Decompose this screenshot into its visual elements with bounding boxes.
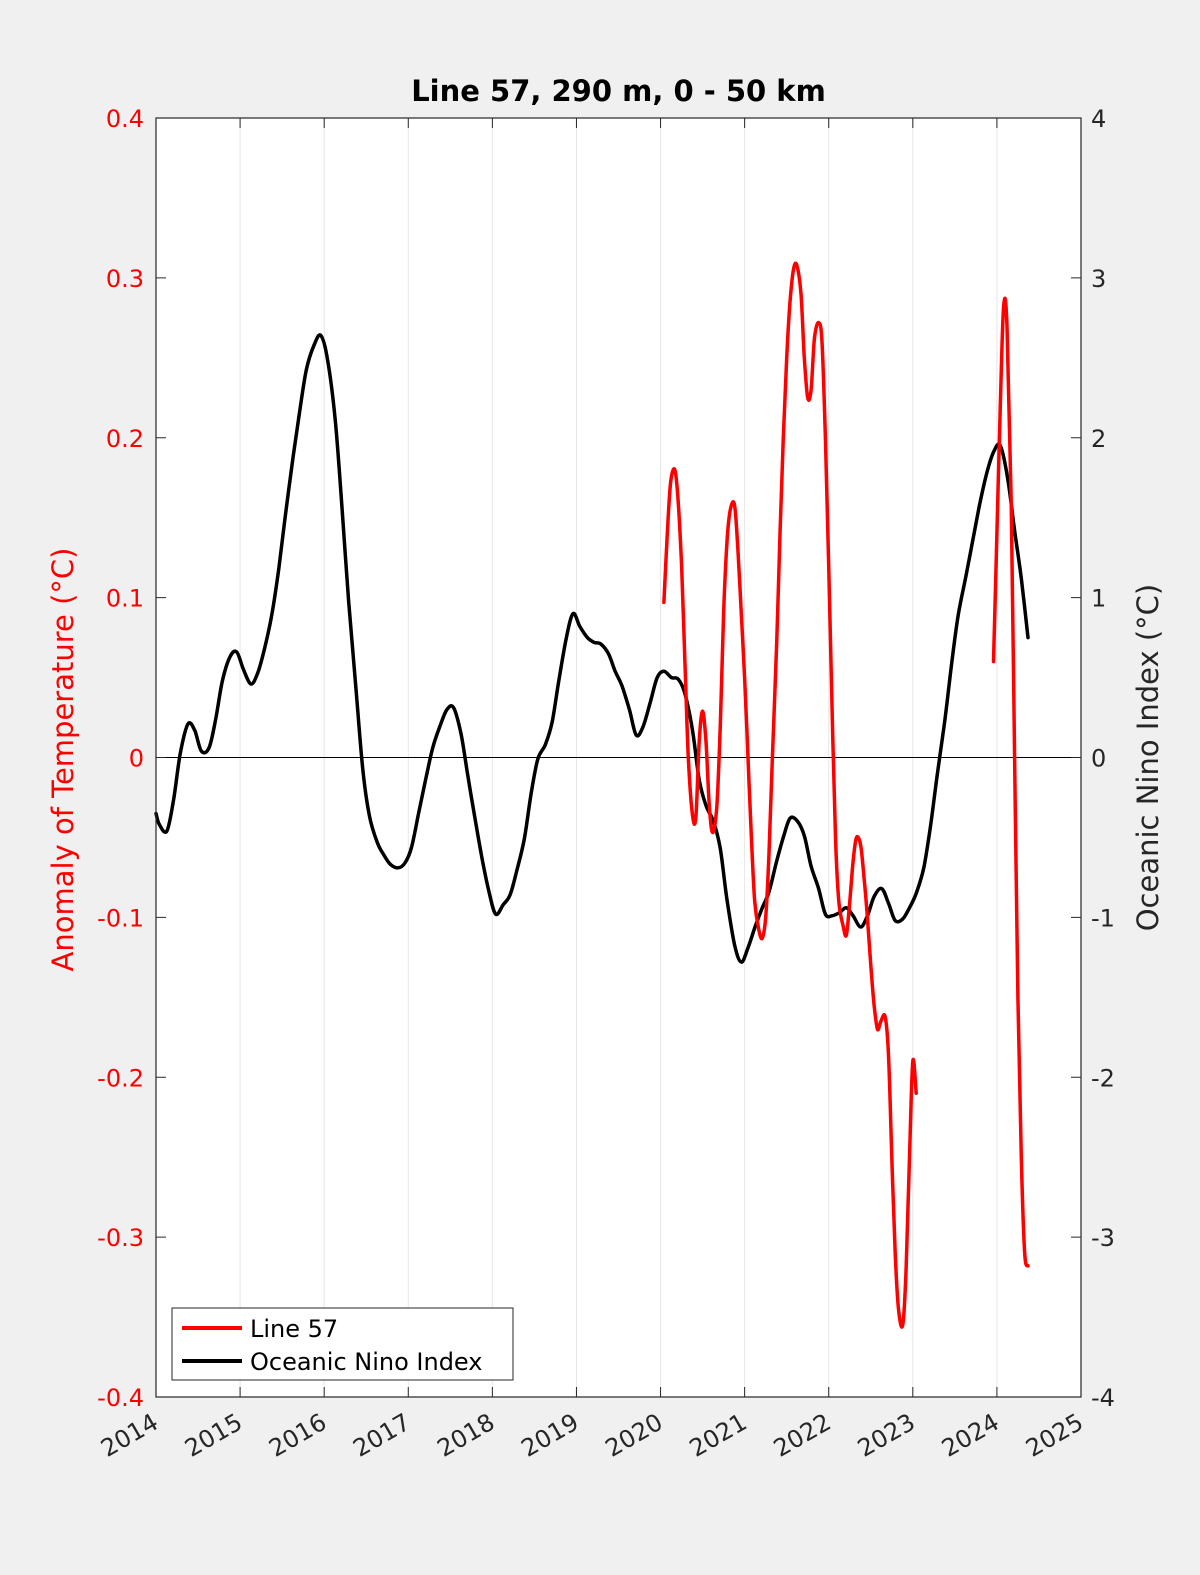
y-left-tick-label: 0.4 — [106, 105, 144, 133]
y-right-tick-label: -1 — [1091, 904, 1115, 932]
y-right-tick-label: 2 — [1091, 425, 1106, 453]
y-right-tick-labels: -4 -3 -2 -1 0 1 2 3 4 — [1091, 105, 1115, 1412]
series-line-oceanic-nino-index — [154, 333, 1030, 964]
legend: Line 57 Oceanic Nino Index — [171, 1307, 514, 1381]
y-left-tick-label: -0.1 — [97, 904, 144, 932]
legend-label-line-57: Line 57 — [250, 1315, 338, 1343]
chart-title: Line 57, 290 m, 0 - 50 km — [411, 74, 826, 108]
legend-box — [171, 1307, 514, 1381]
y-left-tick-labels: -0.4 -0.3 -0.2 -0.1 0 0.1 0.2 0.3 0.4 — [97, 105, 144, 1412]
y-left-tick-label: 0.2 — [106, 425, 144, 453]
legend-label-oceanic-nino-index: Oceanic Nino Index — [250, 1348, 482, 1376]
y-left-tick-label: 0.3 — [106, 265, 144, 293]
y-left-tick-label: 0.1 — [106, 585, 144, 613]
y-left-tick-label: -0.4 — [97, 1384, 144, 1412]
y-right-tick-label: 3 — [1091, 265, 1106, 293]
y-right-tick-label: -4 — [1091, 1384, 1115, 1412]
tick-marks — [155, 117, 1082, 1398]
y-right-tick-label: 4 — [1091, 105, 1106, 133]
y-left-axis-label: Anomaly of Temperature (°C) — [46, 548, 80, 972]
y-left-tick-label: 0 — [129, 745, 144, 773]
y-right-axis-label: Oceanic Nino Index (°C) — [1131, 584, 1165, 932]
y-right-tick-label: 0 — [1091, 745, 1106, 773]
series-line-line-57 — [991, 296, 1030, 1268]
y-right-tick-label: -2 — [1091, 1064, 1115, 1092]
y-right-tick-label: 1 — [1091, 585, 1106, 613]
series-line-line-57 — [662, 261, 918, 1329]
y-left-tick-label: -0.2 — [97, 1064, 144, 1092]
series-layer — [154, 261, 1030, 1329]
y-right-tick-label: -3 — [1091, 1224, 1115, 1252]
y-left-tick-label: -0.3 — [97, 1224, 144, 1252]
